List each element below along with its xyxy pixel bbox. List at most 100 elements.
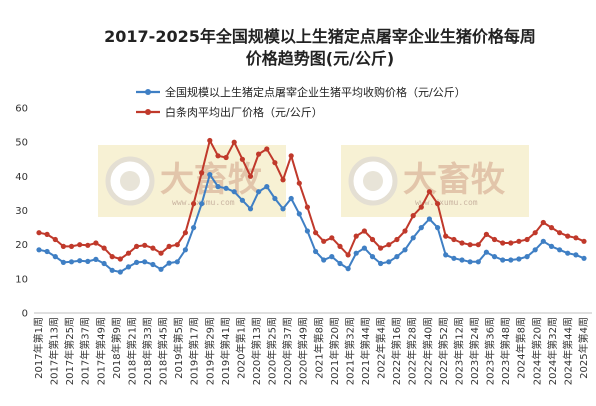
data-point: [231, 189, 237, 195]
data-point: [508, 240, 514, 246]
x-tick-label: 2023年第24周: [468, 317, 481, 385]
data-point: [142, 242, 148, 248]
data-point: [239, 197, 245, 203]
data-point: [402, 228, 408, 234]
data-point: [280, 177, 286, 183]
data-point: [524, 254, 530, 260]
data-point: [134, 259, 140, 265]
y-tick-label: 10: [15, 274, 28, 285]
y-tick-label: 20: [15, 240, 28, 251]
data-point: [491, 236, 498, 243]
data-point: [451, 255, 457, 261]
data-point: [426, 189, 432, 195]
data-point: [483, 231, 489, 237]
y-tick-label: 60: [15, 104, 28, 115]
data-point: [191, 225, 197, 231]
legend: 全国规模以上生猪定点屠宰企业生猪平均收购价格（元/公斤） 白条肉平均出厂价格（元…: [136, 85, 466, 119]
data-point: [52, 236, 58, 243]
watermark-url: www.dxumu.com: [415, 198, 478, 207]
data-point: [313, 230, 319, 236]
x-tick-label: 2019年第17周: [188, 317, 201, 385]
data-point: [68, 259, 75, 265]
data-point: [532, 247, 538, 253]
x-tick-label: 2020年第37周: [281, 317, 294, 385]
data-point: [532, 230, 538, 236]
data-point: [516, 256, 522, 262]
data-point: [272, 195, 278, 202]
data-point: [199, 201, 205, 207]
data-point: [540, 219, 546, 226]
x-tick-label: 2021年第8周: [312, 317, 325, 379]
data-point: [280, 206, 286, 212]
data-point: [435, 201, 441, 207]
data-point: [256, 189, 262, 195]
x-tick-label: 2022年第40周: [421, 317, 434, 385]
data-point: [321, 257, 327, 263]
data-point: [394, 236, 400, 243]
data-point: [483, 249, 489, 255]
data-point: [77, 242, 83, 248]
data-point: [337, 260, 343, 267]
data-point: [77, 258, 83, 264]
data-point: [418, 204, 424, 210]
data-point: [109, 254, 115, 260]
data-point: [125, 264, 132, 270]
data-point: [500, 240, 506, 246]
data-point: [134, 243, 140, 249]
data-point: [402, 247, 408, 253]
x-tick-label: 2024年第44周: [561, 317, 574, 385]
data-point: [223, 185, 229, 191]
x-tick-label: 2019年第41周: [219, 317, 232, 385]
data-point: [223, 154, 229, 161]
data-point: [93, 240, 99, 246]
data-point: [166, 243, 172, 249]
data-point: [117, 256, 123, 262]
data-point: [353, 233, 359, 239]
data-point: [573, 235, 579, 241]
x-tick-label: 2018年第33周: [141, 317, 154, 385]
legend-marker-wholesale-pork: [145, 109, 151, 115]
data-point: [394, 254, 400, 260]
data-point: [36, 230, 42, 236]
x-tick-label: 2017年第13周: [48, 317, 61, 385]
data-point: [272, 160, 278, 166]
x-tick-label: 2024年第32周: [546, 317, 559, 385]
data-point: [101, 245, 107, 251]
data-point: [361, 245, 367, 251]
x-tick-label: 2021年第20周: [328, 317, 341, 385]
data-point: [60, 259, 66, 265]
data-point: [353, 250, 359, 256]
data-point: [581, 238, 587, 244]
data-point: [215, 153, 221, 159]
data-point: [247, 206, 254, 212]
data-point: [321, 238, 327, 244]
data-point: [475, 259, 481, 265]
data-point: [182, 230, 188, 236]
x-tick-label: 2017年第25周: [63, 317, 76, 385]
data-point: [166, 260, 172, 266]
data-point: [443, 252, 449, 258]
data-point: [158, 266, 164, 272]
data-point: [467, 242, 473, 248]
x-tick-label: 2022年第28周: [406, 317, 419, 385]
series-wholesale-pork: [36, 137, 587, 262]
data-point: [378, 260, 384, 267]
data-point: [386, 242, 392, 248]
x-tick-label: 2021年第32周: [343, 317, 356, 385]
data-point: [410, 235, 416, 241]
chart-title-line-1: 2017-2025年全国规模以上生猪定点屠宰企业生猪价格每周: [104, 27, 536, 46]
data-point: [264, 146, 270, 152]
y-tick-label: 0: [22, 309, 28, 320]
data-point: [125, 250, 132, 256]
data-point: [369, 236, 376, 243]
data-point: [52, 254, 58, 260]
data-point: [101, 260, 107, 267]
x-tick-label: 2024年第20周: [530, 317, 543, 385]
data-point: [418, 225, 424, 231]
data-point: [36, 247, 42, 253]
y-tick-label: 30: [15, 206, 28, 217]
y-axis: 0 10 20 30 40 50 60: [15, 104, 28, 320]
data-point: [44, 231, 50, 237]
